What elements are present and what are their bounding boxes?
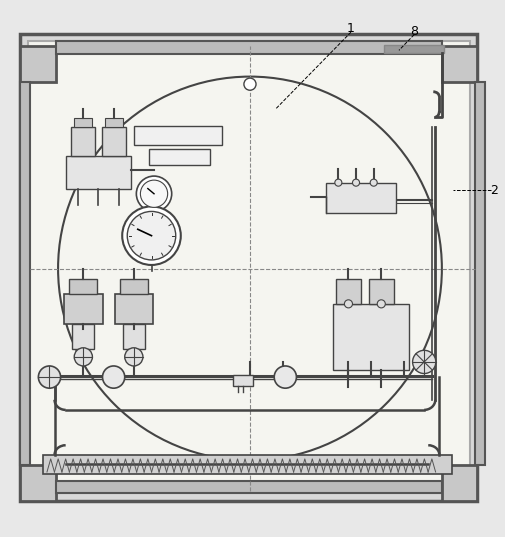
Circle shape bbox=[352, 179, 360, 186]
Bar bbox=[20, 46, 56, 82]
Bar bbox=[43, 455, 452, 474]
Bar bbox=[134, 126, 222, 145]
Bar bbox=[71, 127, 95, 156]
Bar bbox=[442, 46, 477, 82]
Circle shape bbox=[74, 348, 92, 366]
Circle shape bbox=[140, 180, 168, 207]
Bar bbox=[20, 82, 30, 466]
Bar bbox=[74, 118, 92, 127]
Bar bbox=[115, 294, 153, 324]
Bar bbox=[149, 149, 210, 165]
Circle shape bbox=[370, 179, 377, 186]
Circle shape bbox=[103, 366, 125, 388]
Bar bbox=[69, 279, 97, 294]
Circle shape bbox=[127, 212, 176, 260]
Circle shape bbox=[274, 366, 296, 388]
Bar bbox=[326, 183, 396, 213]
Bar bbox=[475, 82, 485, 466]
Bar bbox=[233, 374, 252, 386]
Circle shape bbox=[136, 176, 172, 212]
Bar bbox=[56, 481, 442, 493]
Bar bbox=[20, 466, 56, 501]
Bar bbox=[105, 118, 123, 127]
Circle shape bbox=[38, 366, 61, 388]
Bar bbox=[333, 304, 409, 369]
Bar bbox=[56, 41, 442, 54]
Circle shape bbox=[244, 78, 256, 90]
Circle shape bbox=[125, 348, 143, 366]
Bar bbox=[123, 324, 145, 349]
Bar bbox=[384, 45, 444, 53]
Bar bbox=[64, 294, 103, 324]
Bar bbox=[336, 279, 361, 304]
Circle shape bbox=[335, 179, 342, 186]
Bar bbox=[442, 466, 477, 501]
Circle shape bbox=[344, 300, 352, 308]
Circle shape bbox=[413, 350, 436, 374]
Text: 1: 1 bbox=[347, 22, 355, 35]
Circle shape bbox=[377, 300, 385, 308]
Bar bbox=[120, 279, 148, 294]
Text: 8: 8 bbox=[410, 25, 418, 38]
Text: 2: 2 bbox=[490, 184, 498, 197]
Bar bbox=[66, 156, 131, 189]
Bar bbox=[28, 41, 470, 493]
Bar bbox=[72, 324, 94, 349]
Bar bbox=[102, 127, 126, 156]
Bar bbox=[369, 279, 394, 304]
Circle shape bbox=[122, 206, 181, 265]
